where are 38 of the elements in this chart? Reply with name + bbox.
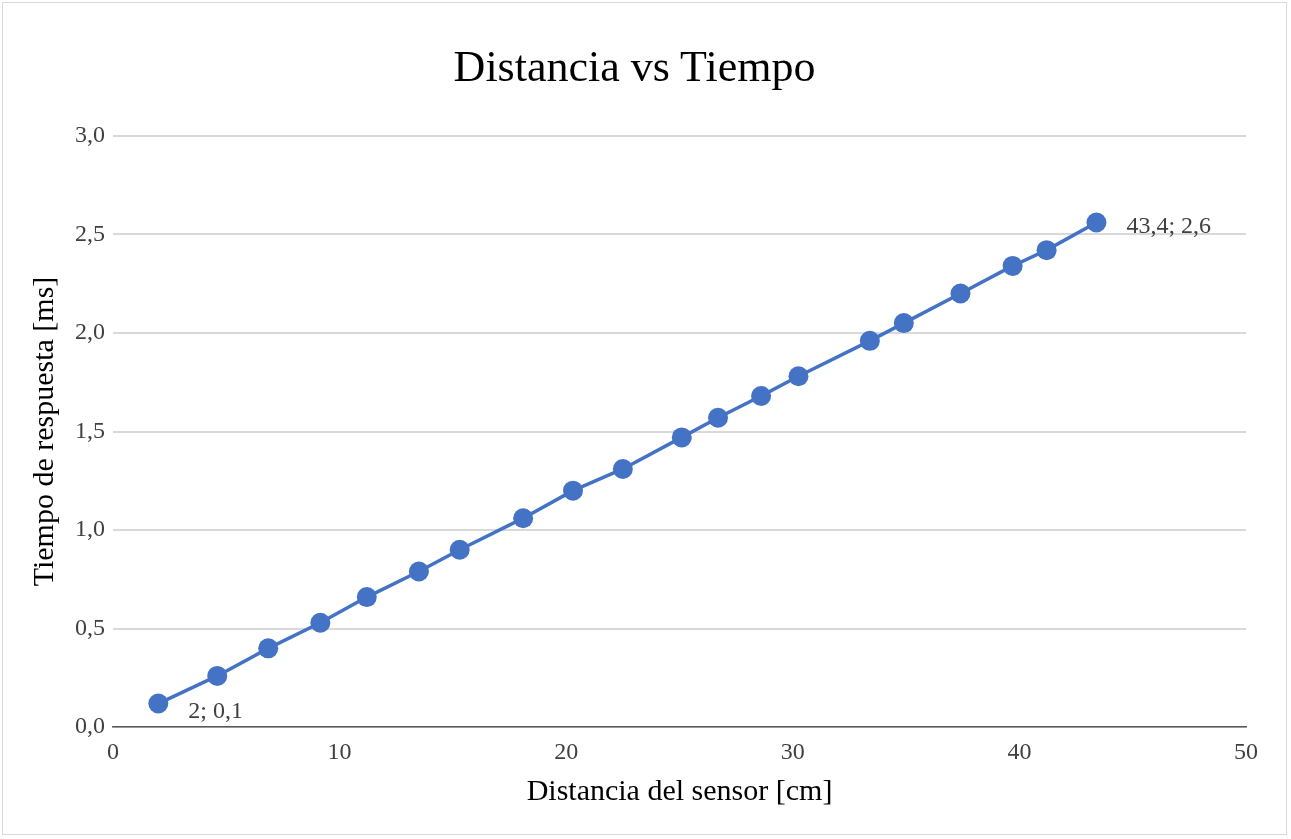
x-tick-label: 20 [554,737,579,764]
point [893,313,914,334]
point [612,458,633,479]
x-tick-label: 0 [107,737,119,764]
point [1086,212,1107,233]
point [563,480,583,501]
point [1036,240,1057,261]
point [950,283,971,304]
y-tick-label: 0,5 [75,613,105,640]
data-label: 2; 0,1 [188,696,243,723]
point [859,330,880,351]
data-label: 43,4; 2,6 [1126,211,1212,238]
y-tick-label: 1,0 [75,515,105,542]
y-tick-label: 1,5 [75,416,105,443]
point [708,407,729,428]
x-tick-label: 30 [780,737,805,764]
point [356,587,377,608]
y-tick-label: 2,0 [75,318,105,345]
x-axis-title: Distancia del sensor [cm] [526,772,833,806]
point [207,665,228,686]
y-tick-label: 0,0 [75,712,105,739]
x-tick-label: 40 [1007,737,1032,764]
point [449,539,470,560]
point [258,638,279,659]
point [671,427,692,448]
point [788,366,809,387]
point [148,693,169,714]
x-tick-label: 50 [1234,737,1258,764]
point [408,561,429,582]
point [310,612,331,633]
y-tick-label: 3,0 [75,121,105,148]
y-axis-title: Tiempo de respuesta [ms] [25,276,59,587]
point [513,508,534,529]
chart-title: Distancia vs Tiempo [453,41,816,91]
point [1002,255,1023,276]
x-tick-label: 10 [327,737,352,764]
y-tick-label: 2,5 [75,219,105,246]
point [751,386,772,407]
